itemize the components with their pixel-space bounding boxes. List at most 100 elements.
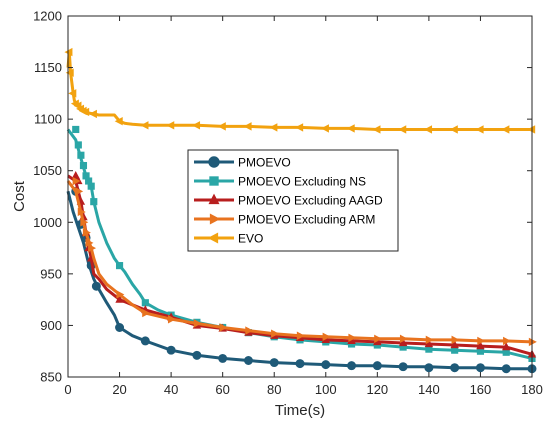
y-tick-label: 900 [40, 318, 62, 333]
data-point [74, 141, 82, 149]
data-point [72, 125, 80, 134]
data-point [451, 335, 460, 345]
data-point [296, 331, 305, 340]
data-point [449, 125, 458, 134]
data-point [399, 343, 407, 351]
data-point [346, 124, 355, 133]
data-point [115, 294, 124, 303]
data-point [82, 228, 91, 237]
data-point [85, 177, 93, 185]
data-point [166, 121, 175, 130]
y-tick-label: 1150 [34, 60, 62, 75]
y-tick-label: 950 [40, 266, 62, 281]
legend-entry: PMOEVO Excluding ARM [194, 213, 375, 227]
data-point [476, 347, 485, 355]
data-point [374, 334, 383, 344]
data-point [81, 107, 90, 117]
x-tick-label: 120 [366, 382, 388, 397]
legend-label: PMOEVO Excluding ARM [238, 213, 375, 227]
legend-marker [208, 193, 220, 205]
data-point [141, 299, 149, 307]
data-point [77, 207, 86, 217]
legend: PMOEVO PMOEVO Excluding NS PMOEVO Excludin… [187, 149, 399, 252]
data-point [90, 198, 98, 206]
y-tick-label: 1100 [34, 112, 62, 127]
y-tick-label: 850 [40, 370, 62, 385]
y-tick-label: 1000 [33, 215, 62, 230]
data-point [347, 361, 357, 371]
data-point [477, 336, 486, 346]
legend-label: PMOEVO Excluding NS [238, 175, 366, 189]
data-point [476, 341, 485, 350]
data-point [192, 121, 201, 130]
x-tick-label: 40 [164, 382, 178, 397]
x-tick-label: 20 [112, 382, 126, 397]
data-point [65, 68, 74, 77]
data-point [424, 363, 434, 373]
data-point [475, 125, 484, 134]
data-point [193, 319, 202, 328]
data-point [71, 171, 80, 180]
data-point [243, 122, 252, 131]
data-point [503, 336, 512, 346]
data-point [115, 323, 125, 332]
data-point [502, 342, 511, 351]
legend-marker [209, 213, 221, 225]
data-point [321, 360, 331, 370]
data-point [501, 125, 510, 134]
data-point [115, 262, 124, 270]
data-point [80, 218, 89, 227]
data-point [528, 337, 537, 347]
data-point [79, 161, 88, 170]
data-point [451, 346, 459, 354]
data-point [82, 172, 90, 180]
data-point [475, 363, 485, 373]
y-tick-label: 1200 [33, 9, 62, 24]
data-point [245, 326, 254, 335]
data-point [68, 89, 77, 98]
data-point [167, 315, 176, 324]
data-point [271, 329, 280, 338]
x-tick-label: 80 [267, 382, 281, 397]
data-point [219, 323, 228, 332]
data-point [87, 182, 95, 190]
legend-entry: PMOEVO Excluding NS [194, 175, 366, 189]
data-point [320, 124, 329, 133]
legend-label: EVO [238, 232, 263, 246]
data-point [75, 187, 84, 196]
data-point [85, 238, 94, 248]
data-point [424, 339, 434, 348]
data-point [348, 333, 357, 343]
x-tick-label: 180 [521, 382, 543, 397]
data-point [114, 117, 123, 126]
data-point [398, 338, 408, 347]
legend-entry: PMOEVO Excluding AAGD [194, 194, 383, 208]
series-4 [66, 176, 537, 347]
data-point [398, 362, 408, 372]
data-point [450, 340, 459, 349]
legend-marker [208, 156, 220, 168]
legend-marker [207, 232, 219, 244]
data-point [243, 356, 253, 365]
data-point [166, 345, 176, 355]
legend-label: PMOEVO Excluding AAGD [238, 194, 383, 208]
x-tick-label: 60 [215, 382, 229, 397]
data-point [425, 345, 433, 353]
data-point [527, 125, 536, 134]
data-point [88, 109, 97, 119]
data-point [295, 359, 305, 369]
series-layer [64, 47, 537, 374]
data-point [502, 348, 510, 356]
data-point [269, 123, 278, 132]
data-point [322, 332, 331, 341]
y-tick-label: 1050 [33, 163, 62, 178]
legend-label: PMOEVO [238, 156, 291, 170]
x-axis-label: Time(s) [275, 402, 325, 419]
data-point [269, 358, 279, 368]
series-5 [64, 47, 536, 134]
data-point [295, 123, 304, 132]
legend-box [187, 149, 399, 252]
data-point [425, 335, 434, 345]
x-tick-label: 160 [470, 382, 492, 397]
